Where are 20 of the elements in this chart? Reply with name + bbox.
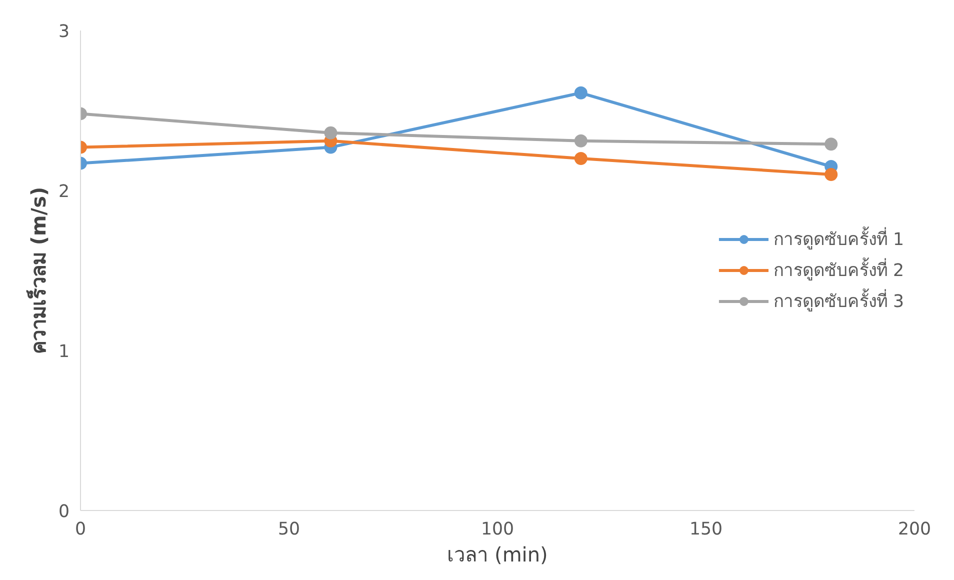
legend-label: การดูดซับครั้งที่ 1 — [773, 226, 904, 252]
x-tick-label: 200 — [898, 520, 932, 540]
x-axis-title: เวลา (min) — [447, 542, 548, 566]
y-tick-label: 1 — [58, 342, 70, 362]
x-tick-label: 50 — [278, 520, 300, 540]
point — [574, 86, 588, 100]
y-tick-label: 2 — [58, 182, 70, 202]
point — [824, 168, 838, 181]
legend-label: การดูดซับครั้งที่ 2 — [773, 256, 904, 283]
point — [824, 138, 838, 151]
legend-label: การดูดซับครั้งที่ 3 — [773, 288, 904, 314]
x-tick-label: 150 — [689, 520, 723, 540]
x-tick-label: 0 — [74, 520, 86, 540]
point — [324, 126, 338, 140]
y-tick-label: 3 — [58, 22, 70, 42]
y-axis-title: ความเร็วลม (m/s) — [25, 186, 50, 354]
y-tick-label: 0 — [58, 502, 70, 522]
x-tick-label: 100 — [480, 520, 514, 540]
point — [574, 134, 588, 148]
point — [574, 152, 588, 165]
